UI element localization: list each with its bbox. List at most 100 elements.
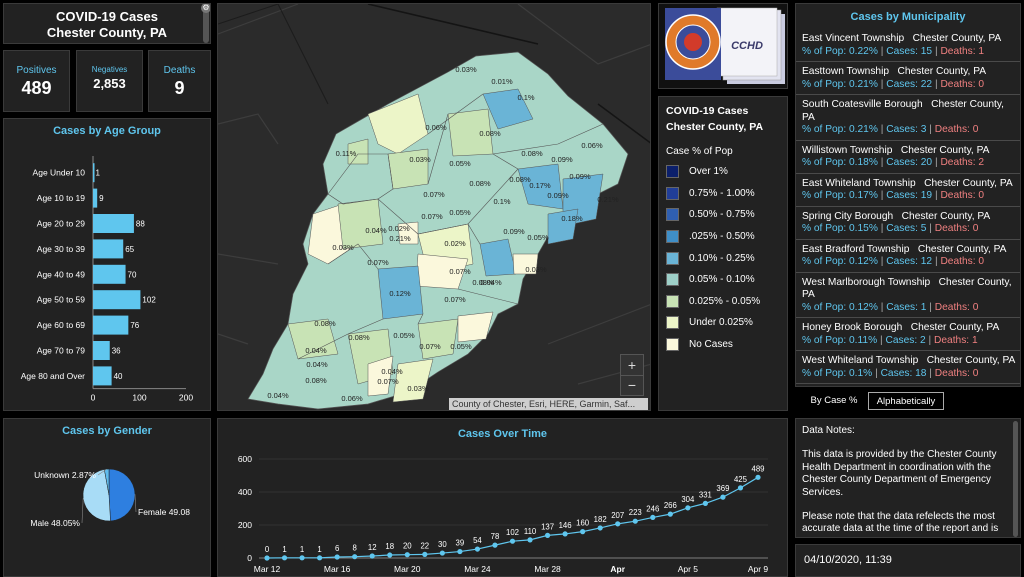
header-panel: COVID-19 Cases Chester County, PA ⚙ xyxy=(3,3,211,44)
time-data-point[interactable] xyxy=(299,555,305,561)
time-data-point[interactable] xyxy=(650,514,656,521)
time-data-point[interactable] xyxy=(527,537,533,543)
legend-label: 0.50% - 0.75% xyxy=(689,209,755,221)
time-data-point[interactable] xyxy=(264,555,270,561)
age-bar[interactable] xyxy=(93,239,124,259)
time-data-point[interactable] xyxy=(632,518,638,524)
tab-alphabetically[interactable]: Alphabetically xyxy=(868,392,944,410)
legend-item: Under 0.025% xyxy=(666,312,787,334)
age-bar[interactable] xyxy=(93,315,129,335)
time-data-point[interactable] xyxy=(281,555,288,561)
settings-icon[interactable]: ⚙ xyxy=(201,3,210,13)
gender-pie-slice[interactable] xyxy=(82,469,111,522)
municipality-deaths: Deaths: 0 xyxy=(934,223,979,234)
municipality-list-item[interactable]: Spring City Borough Chester County, PA % … xyxy=(796,207,1020,240)
time-data-point[interactable] xyxy=(755,474,761,480)
age-bar[interactable] xyxy=(93,163,95,183)
municipality-list[interactable]: East Vincent Township Chester County, PA… xyxy=(796,29,1020,384)
municipality-list-item[interactable]: West Whiteland Township Chester County, … xyxy=(796,351,1020,384)
age-bar[interactable] xyxy=(93,290,141,310)
municipality-percent: % of Pop: 0.11% xyxy=(802,334,878,346)
time-data-point[interactable] xyxy=(737,485,744,491)
time-data-point[interactable] xyxy=(580,529,586,535)
legend-label: 0.10% - 0.25% xyxy=(689,252,755,264)
municipality-cases: Cases: 3 xyxy=(886,124,927,135)
municipality-list-item[interactable]: Honey Brook Borough Chester County, PA % … xyxy=(796,318,1020,351)
municipality-county: Chester County, PA xyxy=(917,243,1007,255)
zoom-out-button[interactable]: − xyxy=(627,377,637,393)
legend-label: No Cases xyxy=(689,339,733,351)
time-data-point[interactable] xyxy=(352,554,358,560)
time-data-point[interactable] xyxy=(509,538,516,544)
time-data-point[interactable] xyxy=(597,525,603,531)
age-bar[interactable] xyxy=(93,264,126,284)
map-region-label: 0.03% xyxy=(332,243,354,252)
time-data-point[interactable] xyxy=(492,542,498,548)
map-region-label: 0.06% xyxy=(581,141,603,150)
municipality-list-item[interactable]: South Coatesville Borough Chester County… xyxy=(796,95,1020,141)
municipality-list-item[interactable]: West Marlborough Township Chester County… xyxy=(796,273,1020,318)
map-region-label: 0.05% xyxy=(393,331,415,340)
map-region-label: 0.07% xyxy=(444,295,466,304)
municipality-cases: Cases: 12 xyxy=(886,256,933,267)
time-data-label: 0 xyxy=(265,545,270,554)
time-data-point[interactable] xyxy=(544,532,551,538)
time-data-point[interactable] xyxy=(387,552,393,558)
time-data-point[interactable] xyxy=(422,551,428,557)
time-data-label: 102 xyxy=(506,528,519,537)
map-region-label: 0.04% xyxy=(306,360,328,369)
municipality-name: South Coatesville Borough xyxy=(802,99,923,110)
time-data-point[interactable] xyxy=(317,555,323,561)
time-data-point[interactable] xyxy=(615,521,621,527)
age-bar[interactable] xyxy=(93,214,134,233)
time-data-point[interactable] xyxy=(685,505,691,511)
pie-leader-line xyxy=(81,498,84,524)
municipality-list-item[interactable]: East Whiteland Township Chester County, … xyxy=(796,174,1020,207)
age-bar[interactable] xyxy=(93,188,98,208)
time-data-point[interactable] xyxy=(369,553,375,559)
gender-pie-chart: Female 49.08 Male 48.05% Unknown 2.87% xyxy=(30,468,190,528)
age-bar[interactable] xyxy=(93,341,110,360)
age-bar-value: 102 xyxy=(142,296,156,305)
time-data-label: 207 xyxy=(611,511,624,520)
municipality-deaths: Deaths: 0 xyxy=(940,190,985,201)
time-y-tick: 0 xyxy=(247,553,252,563)
time-data-point[interactable] xyxy=(720,494,726,500)
time-data-point[interactable] xyxy=(404,552,410,558)
map-region-label: 0.08% xyxy=(314,319,336,328)
gender-pie-label: Unknown 2.87% xyxy=(34,470,96,480)
municipality-list-item[interactable]: East Bradford Township Chester County, P… xyxy=(796,240,1020,273)
municipality-list-item[interactable]: East Vincent Township Chester County, PA… xyxy=(796,29,1020,62)
time-data-point[interactable] xyxy=(334,554,340,560)
time-data-point[interactable] xyxy=(702,500,708,506)
map-region-label: 0.06% xyxy=(425,123,447,132)
age-bar[interactable] xyxy=(93,366,112,386)
time-x-tick: Mar 20 xyxy=(394,564,421,574)
time-data-label: 1 xyxy=(282,545,286,554)
notes-scrollbar[interactable] xyxy=(1013,421,1018,537)
time-data-point[interactable] xyxy=(667,511,673,517)
time-data-label: 331 xyxy=(699,490,712,499)
time-data-point[interactable] xyxy=(457,548,463,555)
panel-scrollbar[interactable] xyxy=(203,6,209,43)
map-region-label: 0.04% xyxy=(305,346,327,355)
time-data-point[interactable] xyxy=(562,531,568,537)
municipality-list-item[interactable]: Easttown Township Chester County, PA % of… xyxy=(796,62,1020,95)
gender-pie-slice[interactable] xyxy=(108,468,136,522)
gender-pie-slice[interactable] xyxy=(104,468,110,496)
municipality-list-item[interactable]: Willistown Township Chester County, PA % … xyxy=(796,141,1020,174)
zoom-in-button[interactable]: + xyxy=(621,355,643,376)
map-region-label: 0.05% xyxy=(450,342,472,351)
time-data-point[interactable] xyxy=(474,546,481,552)
municipality-name: West Whiteland Township xyxy=(802,355,919,366)
negatives-value: 2,853 xyxy=(93,76,126,91)
notes-paragraph-1: This data is provided by the Chester Cou… xyxy=(802,449,997,498)
map-attribution[interactable]: County of Chester, Esri, HERE, Garmin, S… xyxy=(449,398,648,410)
tab-by-case-percent[interactable]: By Case % xyxy=(803,392,865,410)
legend-swatch xyxy=(666,230,679,244)
time-data-point[interactable] xyxy=(439,550,445,556)
data-notes-panel[interactable]: Data Notes: This data is provided by the… xyxy=(795,418,1021,538)
time-x-tick: Apr 9 xyxy=(748,564,769,574)
county-map[interactable]: 0.03%0.01%0.1%0.06%0.08%0.11%0.03% 0.05%0… xyxy=(218,4,651,411)
map-panel[interactable]: 0.03% 0.01% 0.1% 0.06% 0.08% 0.11% 0.03% 0.05% 0… xyxy=(217,3,651,411)
